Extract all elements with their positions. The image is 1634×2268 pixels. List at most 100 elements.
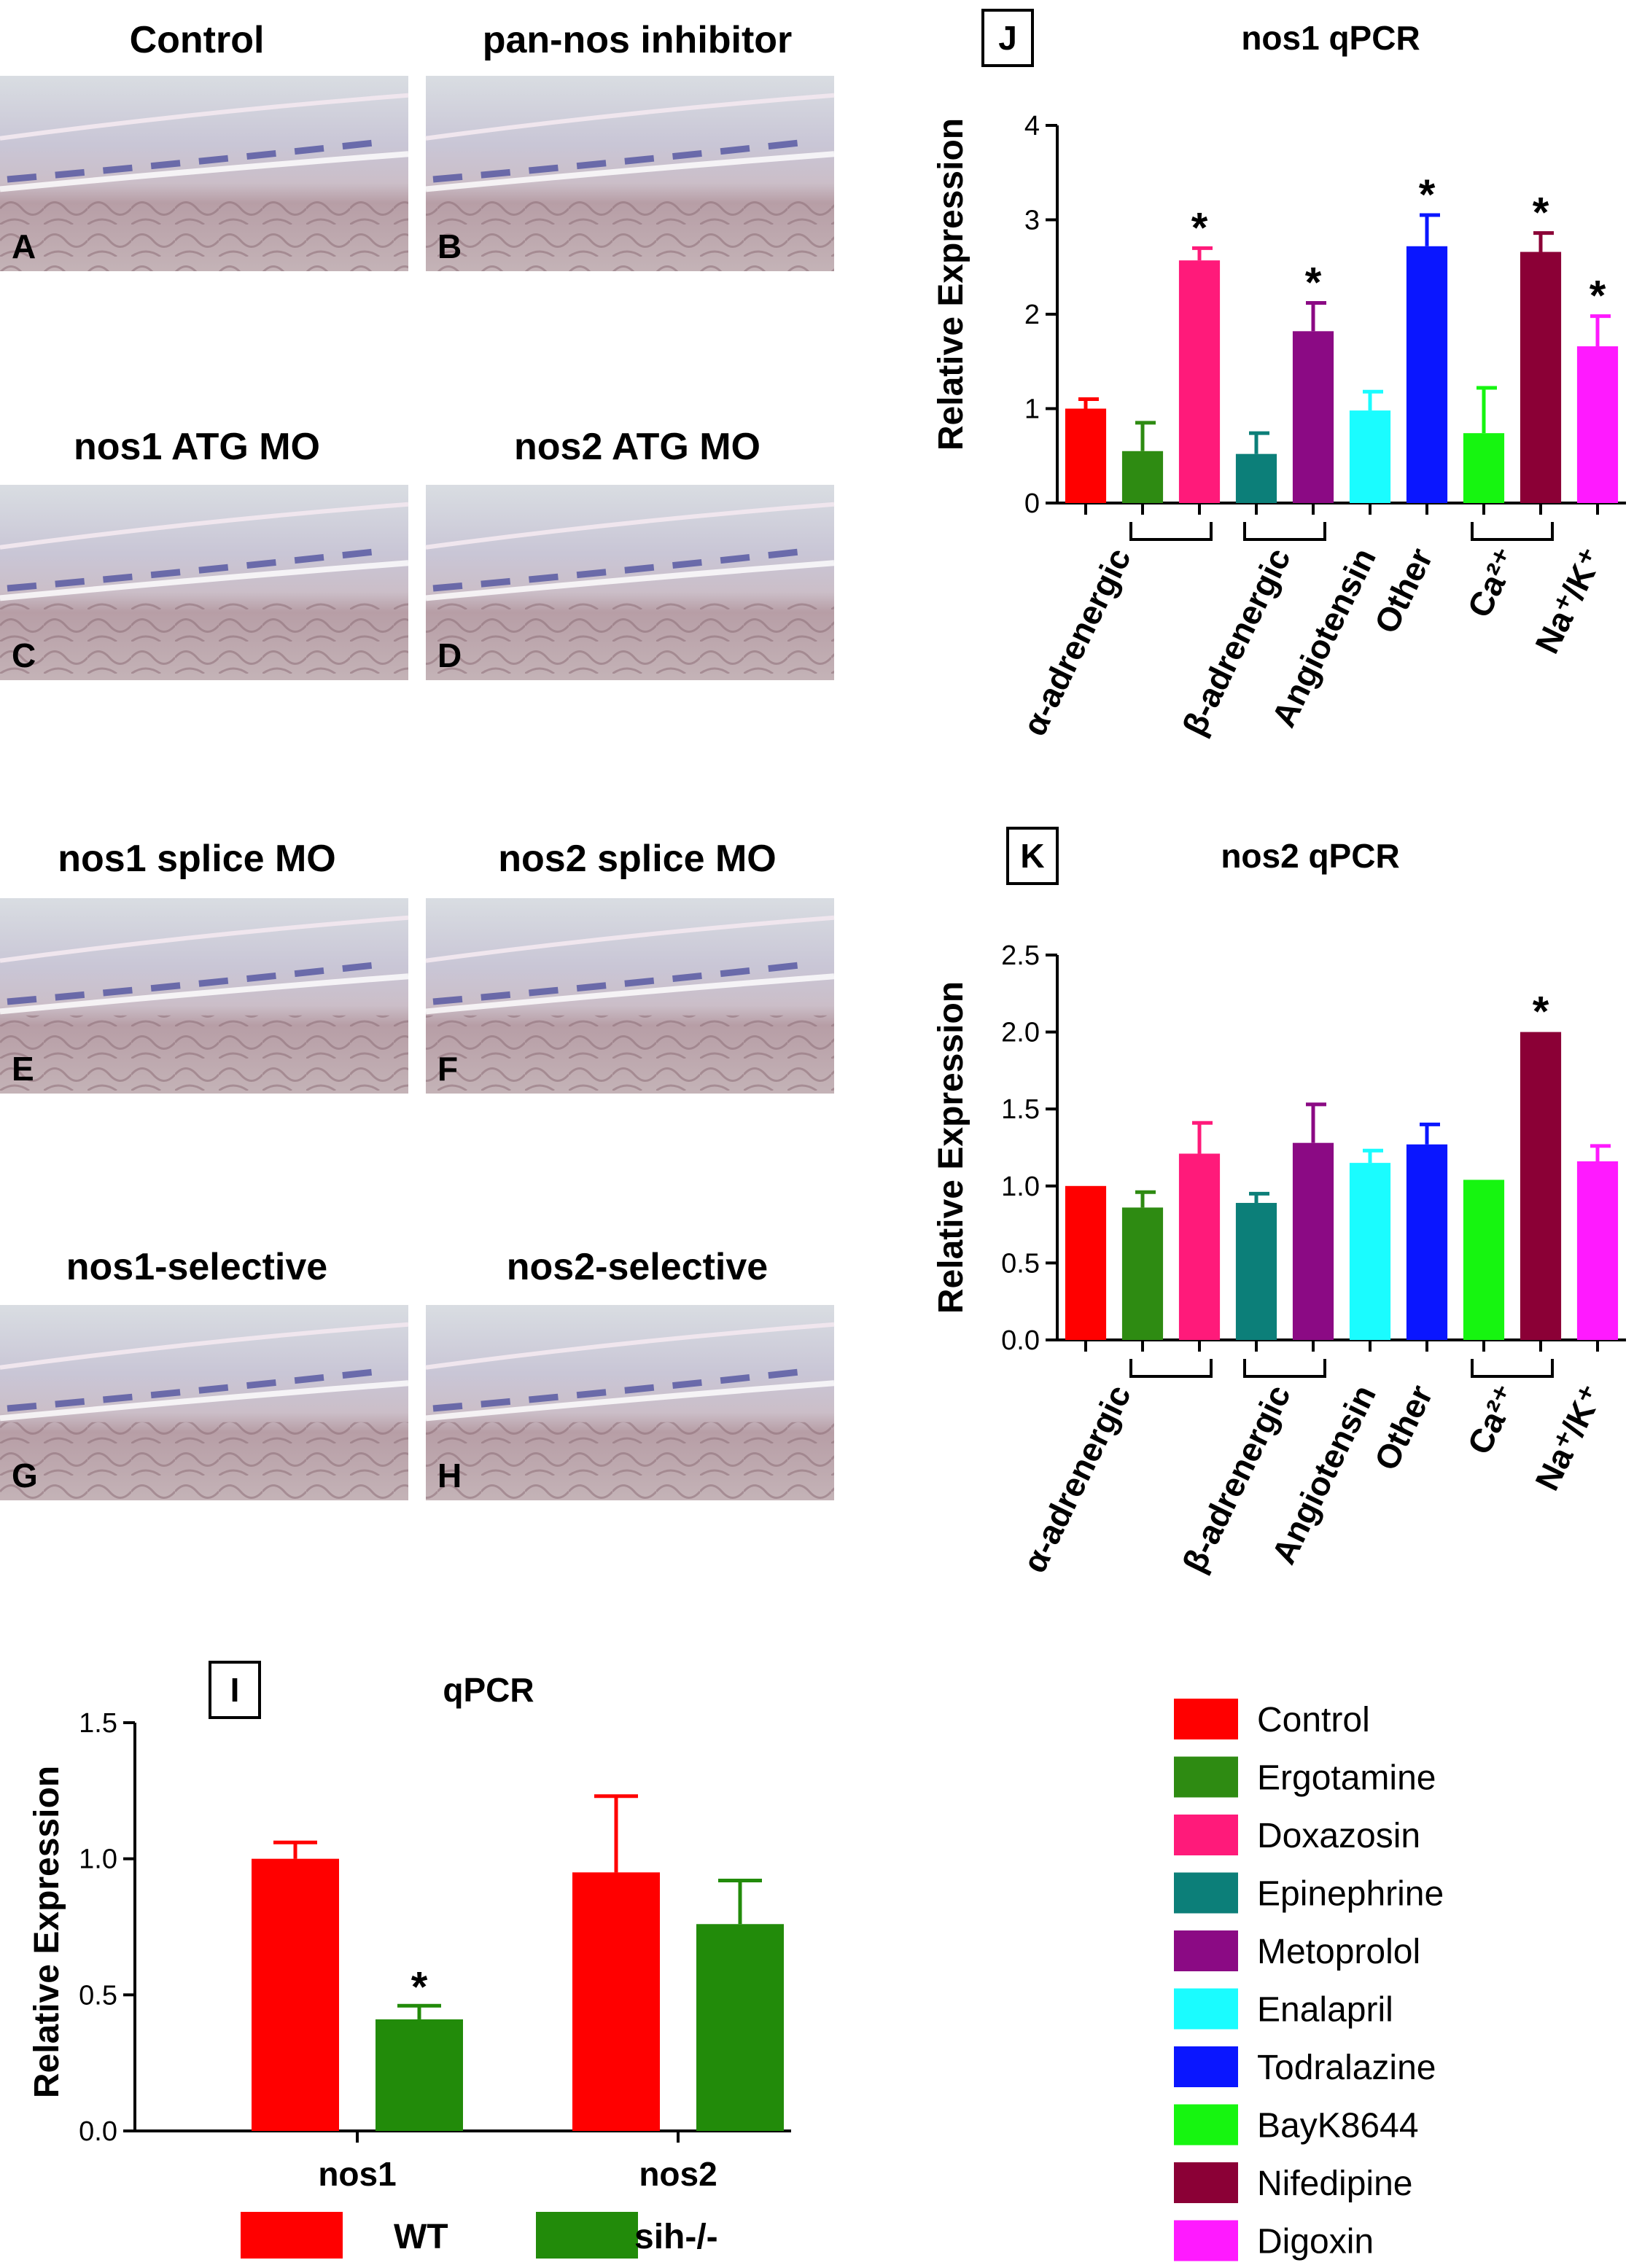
panel-label-k: K <box>1020 837 1044 875</box>
y-tick-label: 4 <box>1024 111 1040 141</box>
micrograph-letter: F <box>437 1050 458 1088</box>
significance-star: * <box>1419 171 1436 219</box>
membrane-line <box>0 151 409 192</box>
group-label: α-adrenergic <box>1015 542 1138 741</box>
bar-digoxin <box>1576 346 1619 503</box>
legend-swatch <box>1174 1699 1238 1739</box>
bar-nos2-sih <box>696 1924 784 2131</box>
legend-label: Digoxin <box>1257 2223 1374 2261</box>
stain-signal <box>432 1368 806 1412</box>
micrograph-c: nos1 ATG MO C <box>0 426 409 680</box>
y-axis-label: Relative Expression <box>932 118 970 451</box>
micrograph-letter: B <box>437 227 462 265</box>
bar-nifedipine <box>1520 1032 1562 1340</box>
chart-title: nos2 qPCR <box>1221 837 1399 875</box>
legend-swatch-wt <box>241 2212 343 2259</box>
significance-star: * <box>1533 190 1549 237</box>
stain-signal <box>432 547 806 592</box>
membrane-line <box>425 560 835 601</box>
bar-control <box>1065 1185 1107 1340</box>
tissue-boundary <box>425 1322 835 1370</box>
y-tick-label: 1.5 <box>1001 1094 1040 1125</box>
group-label: α-adrenergic <box>1015 1379 1138 1578</box>
bar-metoprolol <box>1292 1142 1334 1340</box>
y-tick-label: 0.5 <box>1001 1248 1040 1279</box>
legend-label: Doxazosin <box>1257 1817 1420 1855</box>
group-label: Ca²⁺ <box>1460 1379 1525 1460</box>
bar-bayk8644 <box>1463 433 1505 503</box>
bar-nos2-wt <box>572 1872 660 2131</box>
y-tick-label: 0.0 <box>79 2116 117 2147</box>
micrograph-title: nos2-selective <box>507 1246 768 1288</box>
legend-swatch <box>1174 2046 1238 2087</box>
micrograph-title: nos2 splice MO <box>498 838 776 880</box>
legend-label: Control <box>1257 1701 1370 1739</box>
y-tick-label: 0.0 <box>1001 1325 1040 1356</box>
y-tick-label: 0 <box>1024 488 1040 519</box>
stain-signal <box>432 961 806 1005</box>
muscle-texture <box>426 192 834 271</box>
legend-swatch <box>1174 1988 1238 2030</box>
tissue-boundary <box>425 93 835 141</box>
bar-doxazosin <box>1178 260 1221 503</box>
y-tick-label: 1.5 <box>79 1708 117 1739</box>
legend-swatch-sih <box>536 2212 638 2259</box>
bar-nos1-wt <box>252 1858 339 2131</box>
group-bracket <box>1129 522 1213 541</box>
chart-title: qPCR <box>443 1671 534 1709</box>
membrane-line <box>425 151 835 192</box>
legend-label: Nifedipine <box>1257 2164 1412 2203</box>
legend-swatch <box>1174 1872 1238 1914</box>
micrograph-e: nos1 splice MO E <box>0 838 409 1094</box>
membrane-line <box>0 560 409 601</box>
bar-nifedipine <box>1520 252 1562 503</box>
muscle-texture <box>0 192 408 271</box>
bar-enalapril <box>1349 410 1391 503</box>
group-bracket <box>1243 522 1326 541</box>
micrograph-letter: D <box>437 636 462 674</box>
chart-nos1-qpcr: J nos1 qPCR Relative Expression 0 1 2 3 4 * * *… <box>932 9 1626 741</box>
significance-star: * <box>1590 273 1606 320</box>
group-bracket <box>1129 1359 1213 1378</box>
y-axis-label: Relative Expression <box>932 981 970 1314</box>
stain-signal <box>7 139 380 183</box>
micrograph-title: nos1 splice MO <box>58 838 335 880</box>
x-tick-label: nos2 <box>639 2155 717 2193</box>
micrograph-title: nos1 ATG MO <box>74 426 320 468</box>
y-tick-label: 2.0 <box>1001 1018 1040 1048</box>
legend-label: Epinephrine <box>1257 1875 1444 1914</box>
micrograph-d: nos2 ATG MO D <box>425 426 835 680</box>
stain-signal <box>7 1368 380 1412</box>
y-tick-label: 1 <box>1024 394 1040 425</box>
tissue-boundary <box>425 502 835 550</box>
group-label: Na⁺/K⁺ <box>1528 1379 1611 1497</box>
membrane-line <box>425 973 835 1015</box>
micrograph-g: nos1-selective G <box>0 1246 409 1500</box>
muscle-texture <box>0 1015 408 1094</box>
legend-label-sih: sih-/- <box>634 2218 718 2256</box>
micrograph-h: nos2-selective H <box>425 1246 835 1500</box>
y-tick-label: 2.5 <box>1001 940 1040 971</box>
stain-signal <box>7 961 380 1005</box>
legend-label: Enalapril <box>1257 1991 1393 2030</box>
tissue-boundary <box>0 93 409 141</box>
y-tick-label: 1.0 <box>1001 1172 1040 1202</box>
group-label: Na⁺/K⁺ <box>1528 542 1611 660</box>
group-label: Ca²⁺ <box>1460 542 1525 623</box>
bar-ergotamine <box>1121 451 1164 503</box>
legend-swatch <box>1174 1756 1238 1798</box>
legend-label: Metoprolol <box>1257 1933 1420 1971</box>
stain-signal <box>7 547 380 592</box>
membrane-line <box>0 973 409 1015</box>
muscle-texture <box>0 1422 408 1500</box>
bar-digoxin <box>1576 1161 1619 1340</box>
micrograph-title: pan-nos inhibitor <box>483 19 793 61</box>
drug-legend: Control Ergotamine Doxazosin Epinephrine Met… <box>1174 1699 1444 2261</box>
significance-star: * <box>1305 259 1322 306</box>
bar-metoprolol <box>1292 331 1334 503</box>
bar-control <box>1065 408 1107 503</box>
panel-label-i: I <box>230 1671 240 1709</box>
legend-label: Todralazine <box>1257 2049 1436 2087</box>
tissue-boundary <box>0 502 409 550</box>
y-tick-label: 3 <box>1024 206 1040 236</box>
